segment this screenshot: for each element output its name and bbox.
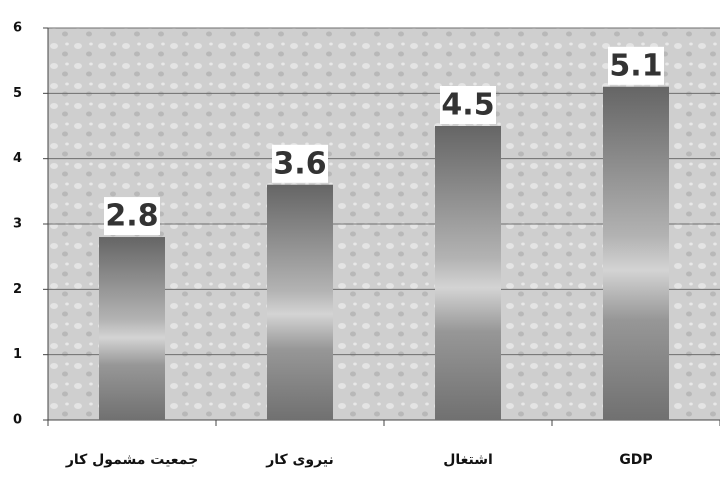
x-tick-label: GDP <box>619 452 652 468</box>
label-box <box>272 144 328 183</box>
y-tick-label: 6 <box>13 21 22 36</box>
value-label: 5.1 <box>609 48 662 83</box>
label-box <box>608 46 664 85</box>
label-box <box>104 197 160 236</box>
y-tick-label: 0 <box>13 413 22 428</box>
y-tick-label: 4 <box>13 151 22 166</box>
value-label: 2.8 <box>105 199 158 234</box>
value-label: 4.5 <box>441 88 494 123</box>
x-tick-label: نیروی کار <box>265 452 334 468</box>
y-tick-label: 5 <box>13 86 22 101</box>
label-box <box>440 86 496 124</box>
bar <box>99 237 165 420</box>
y-tick-label: 3 <box>13 217 22 232</box>
value-label: 3.6 <box>273 146 326 181</box>
x-tick-label: جمعیت مشمول کار <box>65 452 198 468</box>
bar <box>267 184 333 420</box>
y-tick-label: 2 <box>13 282 22 297</box>
x-tick-label: اشتغال <box>443 452 493 468</box>
bar <box>435 126 501 420</box>
bar <box>603 86 669 421</box>
y-tick-label: 1 <box>13 347 22 362</box>
